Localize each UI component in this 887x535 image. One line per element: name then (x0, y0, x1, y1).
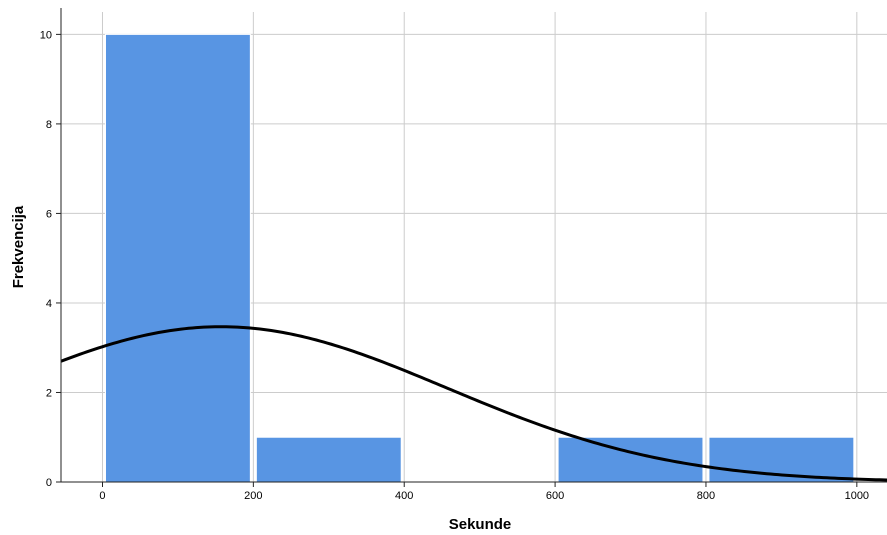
y-tick-label: 8 (46, 119, 52, 131)
y-tick-label: 2 (46, 387, 52, 399)
x-tick-label: 600 (546, 490, 564, 502)
y-tick-label: 6 (46, 208, 52, 220)
axes (60, 8, 887, 483)
y-tick-label: 10 (40, 29, 52, 41)
x-tick-label: 1000 (845, 490, 869, 502)
x-tick-label: 200 (244, 490, 262, 502)
x-tick-label: 0 (99, 490, 105, 502)
x-tick-label: 800 (697, 490, 715, 502)
histogram-bar (104, 33, 251, 483)
y-axis-title: Frekvencija (10, 205, 27, 288)
histogram-bar (557, 436, 704, 483)
normal-curve (60, 325, 887, 482)
normal-curve-layer (60, 325, 887, 482)
y-tick-label: 4 (46, 298, 52, 310)
histogram-bars (104, 33, 855, 483)
x-axis-title: Sekunde (449, 516, 512, 533)
tick-labels: 0 2 4 6 8 10 0 200 400 600 800 1000 (40, 29, 869, 502)
x-tick-label: 400 (395, 490, 413, 502)
y-tick-label: 0 (46, 477, 52, 489)
histogram-bar (255, 436, 402, 483)
